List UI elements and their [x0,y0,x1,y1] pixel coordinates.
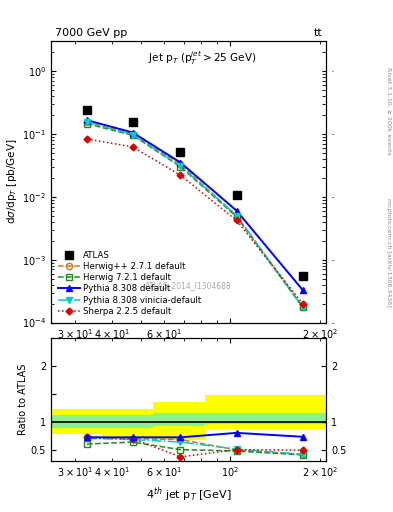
Text: Rivet 3.1.10, ≥ 200k events: Rivet 3.1.10, ≥ 200k events [386,68,391,155]
Line: Herwig++ 2.7.1 default: Herwig++ 2.7.1 default [84,119,306,310]
Text: ATLAS_2014_I1304688: ATLAS_2014_I1304688 [145,282,232,290]
ATLAS [178,148,183,155]
ATLAS [300,273,305,279]
ATLAS [234,193,239,199]
Herwig 7.2.1 default [234,214,239,220]
Legend: ATLAS, Herwig++ 2.7.1 default, Herwig 7.2.1 default, Pythia 8.308 default, Pythi: ATLAS, Herwig++ 2.7.1 default, Herwig 7.… [55,248,204,318]
Line: Sherpa 2.2.5 default: Sherpa 2.2.5 default [84,137,305,306]
Sherpa 2.2.5 default [84,136,89,142]
Line: Herwig 7.2.1 default: Herwig 7.2.1 default [84,121,306,310]
Pythia 8.308 vinicia-default [234,212,239,219]
Sherpa 2.2.5 default [234,218,239,224]
Pythia 8.308 default [300,287,305,293]
Y-axis label: Ratio to ATLAS: Ratio to ATLAS [18,364,28,435]
Pythia 8.308 vinicia-default [178,163,183,169]
Text: tt: tt [314,28,322,38]
ATLAS [130,119,135,125]
Herwig++ 2.7.1 default [234,212,239,219]
Pythia 8.308 default [234,208,239,214]
Pythia 8.308 default [178,159,183,165]
Pythia 8.308 vinicia-default [130,132,135,138]
Pythia 8.308 default [130,130,135,136]
Sherpa 2.2.5 default [178,172,183,178]
Herwig 7.2.1 default [300,304,305,310]
Text: 7000 GeV pp: 7000 GeV pp [55,28,127,38]
Pythia 8.308 vinicia-default [300,304,305,310]
Herwig++ 2.7.1 default [178,161,183,167]
Herwig 7.2.1 default [178,164,183,170]
Y-axis label: d$\sigma$/dp$_T$ [pb/GeV]: d$\sigma$/dp$_T$ [pb/GeV] [5,139,19,224]
Line: Pythia 8.308 vinicia-default: Pythia 8.308 vinicia-default [84,119,306,310]
Pythia 8.308 default [84,117,89,123]
Herwig++ 2.7.1 default [300,304,305,310]
Herwig 7.2.1 default [84,121,89,127]
Sherpa 2.2.5 default [300,301,305,307]
Herwig 7.2.1 default [130,132,135,138]
Herwig++ 2.7.1 default [84,119,89,125]
ATLAS [84,107,89,113]
Text: mcplots.cern.ch [arXiv:1306.3436]: mcplots.cern.ch [arXiv:1306.3436] [386,198,391,307]
Sherpa 2.2.5 default [130,144,135,150]
Pythia 8.308 vinicia-default [84,119,89,125]
Line: Pythia 8.308 default: Pythia 8.308 default [84,117,306,293]
Text: Jet p$_T$ (p$_T^{jet}$$>$25 GeV): Jet p$_T$ (p$_T^{jet}$$>$25 GeV) [148,50,257,67]
Line: ATLAS: ATLAS [83,106,307,280]
Herwig++ 2.7.1 default [130,131,135,137]
X-axis label: 4$^{th}$ jet p$_T$ [GeV]: 4$^{th}$ jet p$_T$ [GeV] [146,485,231,504]
